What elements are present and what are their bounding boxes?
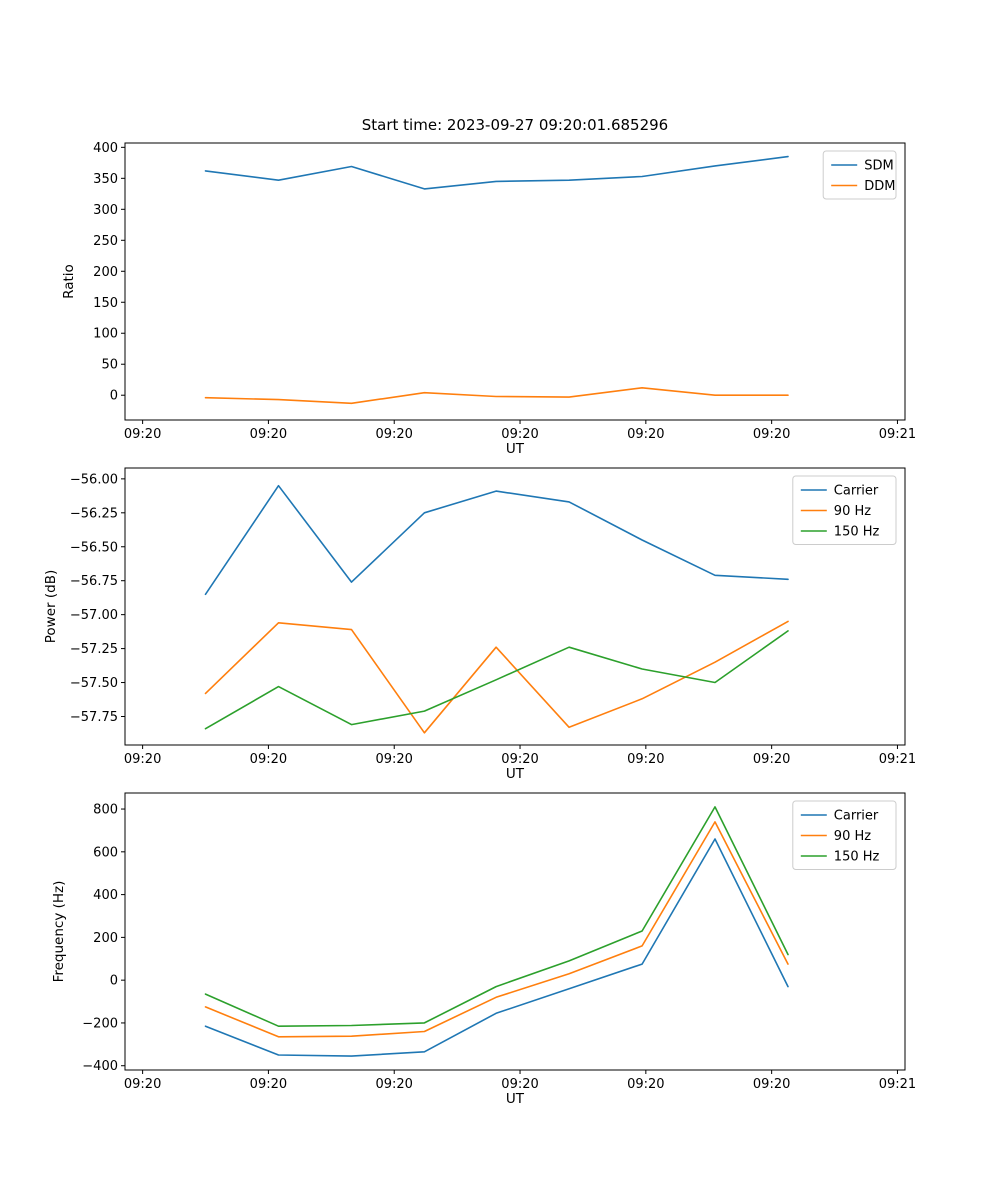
x-axis: 09:20 09:20 09:20 09:20 09:20 09:20 09:21 UT: [124, 420, 916, 457]
y-tick-label: 150: [93, 296, 118, 311]
x-tick-label: 09:21: [879, 427, 916, 442]
y-axis: −57.75 −57.50 −57.25 −57.00 −56.75 −56.50 −56.…: [43, 472, 125, 725]
x-tick-label: 09:20: [627, 427, 664, 442]
series-line-sdm: [204, 155, 789, 190]
x-tick-label: 09:20: [501, 1077, 538, 1092]
series-line-150-hz: [204, 630, 789, 730]
legend: SDM DDM: [822, 150, 897, 200]
x-tick-label: 09:20: [375, 1077, 412, 1092]
x-tick-label: 09:20: [627, 1077, 664, 1092]
x-axis: 09:20 09:20 09:20 09:20 09:20 09:20 09:21 UT: [124, 745, 916, 782]
y-tick-label: −57.75: [70, 710, 118, 725]
subplot-1: 09:20 09:20 09:20 09:20 09:20 09:20 09:21 UT 0 50…: [61, 141, 916, 457]
x-axis-label: UT: [506, 766, 525, 782]
y-tick-label: −56.75: [70, 574, 118, 589]
x-tick-label: 09:20: [753, 1077, 790, 1092]
legend-label: 90 Hz: [834, 504, 871, 519]
legend-label: Carrier: [834, 484, 879, 499]
x-tick-label: 09:20: [124, 427, 161, 442]
legend-label: 90 Hz: [834, 829, 871, 844]
y-tick-label: −57.50: [70, 676, 118, 691]
axes-frame: [124, 792, 906, 1071]
y-axis: −400 −200 0 200 400 600 800 Frequency (Hz): [51, 803, 125, 1074]
axes-frame: [124, 142, 906, 421]
legend-box: [822, 150, 897, 200]
series-line-ddm: [204, 386, 789, 405]
x-axis-label: UT: [506, 1091, 525, 1107]
y-tick-label: 400: [93, 888, 118, 903]
x-tick-label: 09:20: [753, 752, 790, 767]
y-tick-label: −400: [82, 1059, 118, 1074]
x-tick-label: 09:20: [250, 752, 287, 767]
y-tick-label: −56.00: [70, 472, 118, 487]
x-tick-label: 09:20: [375, 427, 412, 442]
series-line-carrier: [204, 838, 789, 1057]
x-tick-label: 09:20: [501, 752, 538, 767]
x-axis-label: UT: [506, 441, 525, 457]
legend: Carrier 90 Hz 150 Hz: [792, 475, 897, 545]
y-axis-label: Ratio: [61, 264, 77, 299]
y-tick-label: 100: [93, 327, 118, 342]
x-axis: 09:20 09:20 09:20 09:20 09:20 09:20 09:21 UT: [124, 1070, 916, 1107]
legend-label: SDM: [864, 159, 893, 174]
y-tick-label: 0: [110, 389, 118, 404]
y-tick-label: −57.25: [70, 642, 118, 657]
y-tick-label: 600: [93, 845, 118, 860]
y-tick-label: 800: [93, 803, 118, 818]
y-axis-label: Power (dB): [43, 570, 59, 643]
y-tick-label: 0: [110, 974, 118, 989]
x-tick-label: 09:20: [250, 1077, 287, 1092]
x-tick-label: 09:20: [375, 752, 412, 767]
y-tick-label: 300: [93, 203, 118, 218]
y-tick-label: 200: [93, 931, 118, 946]
legend-box: [792, 800, 897, 870]
series-line-90-hz: [204, 620, 789, 734]
legend-label: 150 Hz: [834, 525, 880, 540]
x-tick-label: 09:20: [124, 752, 161, 767]
subplot-3: 09:20 09:20 09:20 09:20 09:20 09:20 09:21 UT −40…: [51, 792, 916, 1107]
x-tick-label: 09:20: [501, 427, 538, 442]
series-line-150-hz: [204, 806, 789, 1027]
x-tick-label: 09:21: [879, 752, 916, 767]
x-tick-label: 09:20: [627, 752, 664, 767]
y-tick-label: −56.25: [70, 506, 118, 521]
y-tick-label: −200: [82, 1016, 118, 1031]
series-line-90-hz: [204, 821, 789, 1038]
axes-frame: [124, 467, 906, 746]
x-tick-label: 09:20: [753, 427, 790, 442]
y-tick-label: −57.00: [70, 608, 118, 623]
y-tick-label: −56.50: [70, 540, 118, 555]
legend: Carrier 90 Hz 150 Hz: [792, 800, 897, 870]
y-tick-label: 350: [93, 172, 118, 187]
legend-label: DDM: [864, 179, 895, 194]
legend-label: 150 Hz: [834, 850, 880, 865]
y-tick-label: 400: [93, 141, 118, 156]
series-line-carrier: [204, 484, 789, 596]
legend-box: [792, 475, 897, 545]
y-tick-label: 200: [93, 265, 118, 280]
x-tick-label: 09:20: [124, 1077, 161, 1092]
y-axis: 0 50 100 150 200 250 300 350 400 Ratio: [61, 141, 125, 404]
subplot-2: 09:20 09:20 09:20 09:20 09:20 09:20 09:21 UT −57…: [43, 467, 916, 782]
y-axis-label: Frequency (Hz): [51, 881, 67, 983]
chart-title: Start time: 2023-09-27 09:20:01.685296: [361, 116, 669, 134]
y-tick-label: 50: [101, 358, 118, 373]
y-tick-label: 250: [93, 234, 118, 249]
x-tick-label: 09:20: [250, 427, 287, 442]
x-tick-label: 09:21: [879, 1077, 916, 1092]
legend-label: Carrier: [834, 809, 879, 824]
